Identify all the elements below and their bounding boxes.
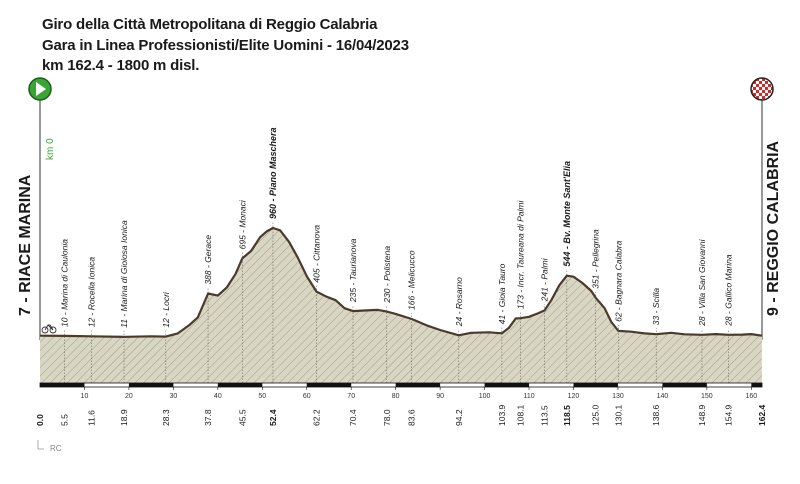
waypoint-label: 173 - Incr. Taureana di Palmi [516, 200, 526, 310]
start-flag-icon [28, 77, 52, 340]
km-label: 94.2 [454, 409, 464, 426]
waypoint-label: 695 - Monaci [237, 199, 247, 249]
waypoint-label: 166 - Melicucco [407, 250, 417, 310]
scale-tick-label: 110 [523, 393, 534, 400]
km-label: 28.3 [161, 409, 171, 426]
km-label: 113.5 [540, 405, 550, 426]
race-title: Giro della Città Metropolitana di Reggio… [42, 16, 378, 33]
bicycle-icon [41, 324, 57, 334]
waypoint-label: 544 - Bv. Monte Sant'Elia [562, 161, 572, 267]
scale-segment [40, 383, 85, 387]
km-label: 52.4 [268, 409, 278, 426]
scale-tick-label: 150 [701, 393, 713, 400]
km-label: 148.9 [697, 404, 707, 426]
scale-tick-label: 60 [303, 393, 311, 400]
waypoint-label: 351 - Pellegrina [591, 229, 601, 289]
scale-segment [662, 383, 707, 387]
km-label: 45.5 [237, 409, 247, 426]
return-arrow-icon [37, 440, 44, 450]
km-label: 138.6 [651, 404, 661, 426]
km-label: 78.0 [382, 409, 392, 426]
distance-scale: 10 20 30 40 50 60 70 80 90 100 110 120 130 140 150 160 [39, 382, 763, 400]
waypoint-label: 12 - Rocella Ionica [87, 257, 97, 328]
waypoint-label: 11 - Marina di Gioiosa Ionica [119, 220, 129, 328]
scale-segment [573, 383, 618, 387]
km-label: 18.9 [119, 409, 129, 426]
km-label-layer: 0.0 5.5 11.6 18.9 28.3 37.8 45.5 52.4 62.2 70.4 78… [35, 404, 767, 426]
km-label: 5.5 [59, 414, 69, 426]
finish-flag-icon [750, 77, 774, 340]
scale-tick-label: 30 [169, 393, 177, 400]
waypoint-label: 62 - Bagnara Calabra [613, 240, 623, 322]
waypoint-label: 10 - Marina di Caulonia [59, 239, 69, 327]
footnote: RC [50, 444, 62, 453]
elevation-area [40, 228, 762, 383]
scale-segment [484, 383, 530, 387]
waypoint-label: 28 - Villa San Giovanni [697, 238, 707, 326]
km-label: 103.9 [497, 404, 507, 426]
waypoint-label: 41 - Gioia Tauro [497, 263, 507, 324]
km-label: 108.1 [516, 404, 526, 426]
scale-tick-label: 140 [657, 393, 669, 400]
scale-tick-label: 100 [479, 393, 491, 400]
km-label: 162.4 [757, 404, 767, 426]
scale-tick-label: 10 [81, 393, 89, 400]
profile-layer [39, 226, 763, 383]
km-label: 83.6 [407, 409, 417, 426]
waypoint-layer: 10 - Marina di Caulonia 12 - Rocella Ioni… [59, 127, 734, 383]
waypoint-label: 28 - Gallico Marina [724, 254, 734, 327]
elevation-line [39, 226, 763, 338]
scale-tick-label: 40 [214, 393, 222, 400]
waypoint-label: 405 - Cittanova [312, 225, 322, 283]
scale-segment [395, 383, 441, 387]
km0-label: km 0 [45, 138, 56, 160]
race-subtitle: Gara in Linea Professionisti/Elite Uomin… [42, 37, 409, 54]
km-label: 11.6 [87, 410, 97, 426]
scale-tick-label: 20 [125, 393, 133, 400]
finish-location-label: 9 - REGGIO CALABRIA [765, 140, 782, 316]
waypoint-label: 230 - Polistena [382, 246, 392, 304]
scale-tick-label: 130 [612, 393, 624, 400]
scale-segment [306, 383, 352, 387]
km-label: 125.0 [591, 404, 601, 426]
km-label: 0.0 [35, 414, 45, 426]
km-label: 37.8 [203, 409, 213, 426]
scale-tick-label: 80 [392, 393, 400, 400]
waypoint-label: 388 - Gerace [203, 235, 213, 285]
waypoint-label: 235 - Taurianova [348, 238, 358, 303]
race-distance-elevation: km 162.4 - 1800 m disl. [42, 57, 200, 74]
km-label: 70.4 [348, 409, 358, 426]
waypoint-label: 241 - Palmi [540, 257, 550, 302]
waypoint-label: 12 - Locri [161, 291, 171, 328]
km-label: 130.1 [613, 404, 623, 426]
scale-tick-label: 70 [347, 393, 355, 400]
km-label: 154.9 [724, 404, 734, 426]
km-label: 118.5 [562, 405, 572, 426]
scale-segment [128, 383, 174, 387]
start-location-label: 7 - RIACE MARINA [17, 174, 34, 316]
scale-tick-label: 160 [745, 393, 757, 400]
scale-tick-label: 50 [258, 393, 266, 400]
scale-tick-label: 120 [568, 393, 580, 400]
waypoint-label: 33 - Scilla [651, 288, 661, 326]
scale-segment [751, 383, 762, 387]
km-label: 62.2 [312, 409, 322, 426]
waypoint-label: 24 - Rosarno [454, 277, 464, 327]
scale-tick-label: 90 [436, 393, 444, 400]
scale-segment [217, 383, 263, 387]
waypoint-label: 960 - Piano Maschera [268, 127, 278, 219]
